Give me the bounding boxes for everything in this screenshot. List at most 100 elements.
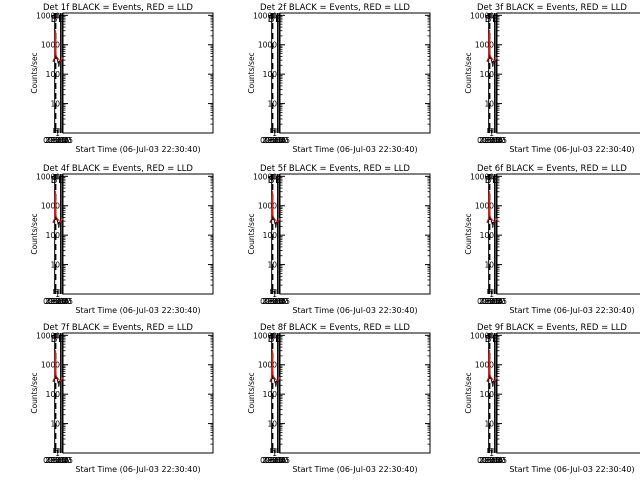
y-axis-label: Counts/sec [30,372,39,413]
x-axis-label: Start Time (06-Jul-03 22:30:40) [75,145,200,154]
y-tick-label: 100 [263,70,278,79]
y-tick-label: 10000 [470,331,494,340]
x-tick-label: 00:00 [477,297,499,306]
x-tick-label: 23:45 [45,456,67,465]
plot-frame [496,173,640,295]
lld-line [486,29,498,62]
panel-title: Det 1f BLACK = Events, RED = LLD [43,3,193,13]
x-tick-label: 23:45 [479,456,501,465]
x-axis-label: Start Time (06-Jul-03 22:30:40) [509,145,634,154]
x-tick-label: 23:15 [265,297,287,306]
plot-frame [279,332,431,454]
x-tick-label: 23:30 [480,456,502,465]
x-tick-label: 23:00 [50,136,72,145]
y-axis-label: Counts/sec [30,52,39,93]
x-tick-label: 23:45 [479,297,501,306]
lld-line [486,349,498,382]
x-tick-label: 22:45 [485,136,507,145]
x-tick-label: 22:45 [51,456,73,465]
marker-letter: F [51,334,57,345]
y-tick-label: 100 [480,231,495,240]
x-tick-label: 00:00 [477,136,499,145]
x-tick-label: 23:00 [484,456,506,465]
x-tick-label: 23:45 [262,297,284,306]
x-tick-label: 00:00 [477,456,499,465]
x-tick-label: 23:30 [46,297,68,306]
x-tick-label: 23:15 [482,297,504,306]
x-tick-label: 23:30 [263,136,285,145]
marker-letter: F [485,175,491,186]
lld-line [486,190,498,223]
x-tick-label: 00:00 [260,297,282,306]
lld-line [269,190,281,223]
x-tick-label: 22:45 [485,456,507,465]
x-tick-label: 22:45 [268,136,290,145]
x-tick-label: 23:30 [263,297,285,306]
y-tick-label: 1 [272,449,277,458]
detector-panel: Det 2f BLACK = Events, RED = LLD11010010… [247,3,431,154]
y-tick-label: 10000 [470,172,494,181]
x-axis-label: Start Time (06-Jul-03 22:30:40) [509,465,634,474]
x-tick-label: 23:00 [50,456,72,465]
y-tick-label: 100 [46,231,61,240]
panel-title: Det 7f BLACK = Events, RED = LLD [43,323,193,333]
y-tick-label: 1000 [475,202,494,211]
x-tick-label: 00:00 [43,456,65,465]
y-tick-label: 1 [489,129,494,138]
y-axis-label: Counts/sec [30,213,39,254]
y-tick-label: 1 [489,290,494,299]
y-tick-label: 1000 [258,41,277,50]
y-tick-label: 1000 [41,202,60,211]
y-axis-label: Counts/sec [247,52,256,93]
panel-title: Det 3f BLACK = Events, RED = LLD [477,3,627,13]
x-tick-label: 23:15 [265,136,287,145]
y-tick-label: 100 [480,70,495,79]
detector-panel: Det 4f BLACK = Events, RED = LLD11010010… [30,164,214,315]
panel-title: Det 9f BLACK = Events, RED = LLD [477,323,627,333]
panel-title: Det 8f BLACK = Events, RED = LLD [260,323,410,333]
y-tick-label: 100 [263,231,278,240]
x-tick-label: 23:30 [46,456,68,465]
y-tick-label: 1 [272,290,277,299]
detector-panel: Det 9f BLACK = Events, RED = LLD11010010… [464,323,640,474]
marker-letter: F [51,14,57,25]
detector-panel: Det 5f BLACK = Events, RED = LLD11010010… [247,164,431,315]
x-tick-label: 23:30 [263,456,285,465]
x-tick-label: 23:30 [46,136,68,145]
marker-letter: F [268,334,274,345]
y-tick-label: 1000 [41,361,60,370]
marker-letter: F [268,14,274,25]
x-tick-label: 23:15 [482,456,504,465]
y-tick-label: 10000 [253,331,277,340]
detector-panel: Det 8f BLACK = Events, RED = LLD11010010… [247,323,431,474]
y-axis-label: Counts/sec [247,213,256,254]
x-tick-label: 00:00 [43,297,65,306]
y-tick-label: 1000 [475,361,494,370]
detector-panel: Det 7f BLACK = Events, RED = LLD11010010… [30,323,214,474]
y-tick-label: 1 [55,449,60,458]
x-tick-label: 23:45 [262,456,284,465]
x-axis-label: Start Time (06-Jul-03 22:30:40) [292,465,417,474]
y-axis-label: Counts/sec [247,372,256,413]
y-tick-label: 10000 [36,172,60,181]
detector-panel: Det 6f BLACK = Events, RED = LLD11010010… [464,164,640,315]
y-tick-label: 1 [272,129,277,138]
x-tick-label: 23:30 [480,136,502,145]
y-tick-label: 10000 [36,11,60,20]
plot-frame [62,173,214,295]
y-tick-label: 1 [55,290,60,299]
panel-title: Det 5f BLACK = Events, RED = LLD [260,164,410,174]
x-tick-label: 22:45 [485,297,507,306]
panel-title: Det 4f BLACK = Events, RED = LLD [43,164,193,174]
detector-panel: Det 3f BLACK = Events, RED = LLD11010010… [464,3,640,154]
plot-frame [62,332,214,454]
y-tick-label: 1000 [41,41,60,50]
x-tick-label: 00:00 [260,456,282,465]
lld-line [52,190,64,223]
x-tick-label: 22:45 [268,456,290,465]
plot-frame [279,173,431,295]
x-tick-label: 23:15 [48,297,70,306]
y-axis-label: Counts/sec [464,213,473,254]
plot-frame [496,12,640,134]
x-tick-label: 23:15 [482,136,504,145]
